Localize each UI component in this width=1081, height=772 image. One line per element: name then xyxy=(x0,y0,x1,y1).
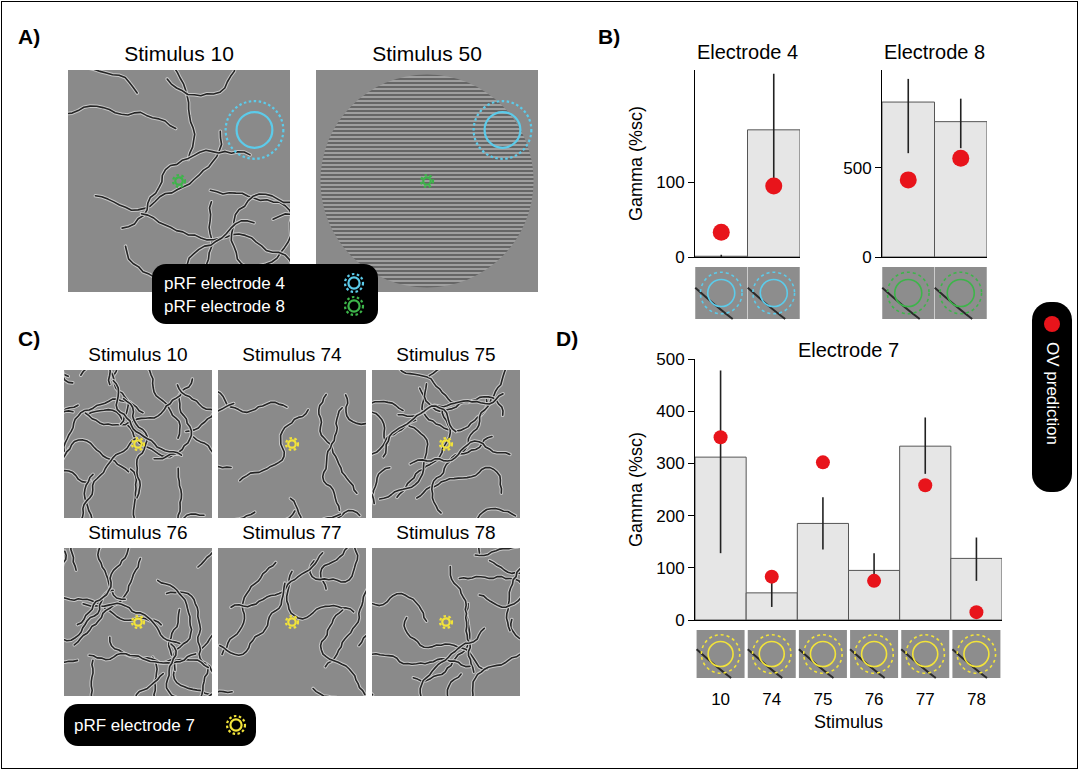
svg-text:500: 500 xyxy=(843,159,871,178)
svg-text:D): D) xyxy=(556,327,578,350)
svg-text:OV prediction: OV prediction xyxy=(1043,342,1062,445)
svg-text:0: 0 xyxy=(675,611,684,630)
svg-text:Electrode 8: Electrode 8 xyxy=(884,41,985,63)
svg-text:100: 100 xyxy=(656,173,684,192)
svg-text:Gamma (%sc): Gamma (%sc) xyxy=(626,432,646,547)
svg-text:200: 200 xyxy=(656,507,684,526)
svg-text:Stimulus 10: Stimulus 10 xyxy=(124,42,234,65)
svg-text:Gamma (%sc): Gamma (%sc) xyxy=(626,106,646,221)
svg-text:Stimulus 76: Stimulus 76 xyxy=(88,522,187,543)
svg-text:100: 100 xyxy=(656,559,684,578)
svg-text:pRF electrode 8: pRF electrode 8 xyxy=(164,297,285,316)
svg-text:75: 75 xyxy=(813,690,832,709)
svg-text:77: 77 xyxy=(916,690,935,709)
svg-text:C): C) xyxy=(18,327,40,350)
svg-text:400: 400 xyxy=(656,402,684,421)
svg-text:pRF electrode 7: pRF electrode 7 xyxy=(74,716,195,735)
svg-text:Stimulus: Stimulus xyxy=(814,712,883,732)
svg-text:Stimulus 78: Stimulus 78 xyxy=(396,522,495,543)
svg-text:Electrode 4: Electrode 4 xyxy=(697,41,798,63)
svg-text:76: 76 xyxy=(865,690,884,709)
svg-text:0: 0 xyxy=(862,248,871,267)
svg-text:Stimulus 50: Stimulus 50 xyxy=(372,42,482,65)
svg-text:0: 0 xyxy=(675,248,684,267)
svg-text:Stimulus 74: Stimulus 74 xyxy=(242,344,342,365)
svg-text:500: 500 xyxy=(656,350,684,369)
svg-text:Stimulus 10: Stimulus 10 xyxy=(88,344,187,365)
svg-text:B): B) xyxy=(598,25,620,48)
svg-text:Stimulus 75: Stimulus 75 xyxy=(396,344,495,365)
svg-text:Electrode 7: Electrode 7 xyxy=(798,339,899,361)
svg-text:pRF electrode 4: pRF electrode 4 xyxy=(164,274,285,293)
svg-text:78: 78 xyxy=(967,690,986,709)
svg-text:300: 300 xyxy=(656,454,684,473)
svg-text:74: 74 xyxy=(762,690,781,709)
svg-text:10: 10 xyxy=(711,690,730,709)
svg-text:Stimulus 77: Stimulus 77 xyxy=(242,522,341,543)
svg-text:A): A) xyxy=(18,25,40,48)
